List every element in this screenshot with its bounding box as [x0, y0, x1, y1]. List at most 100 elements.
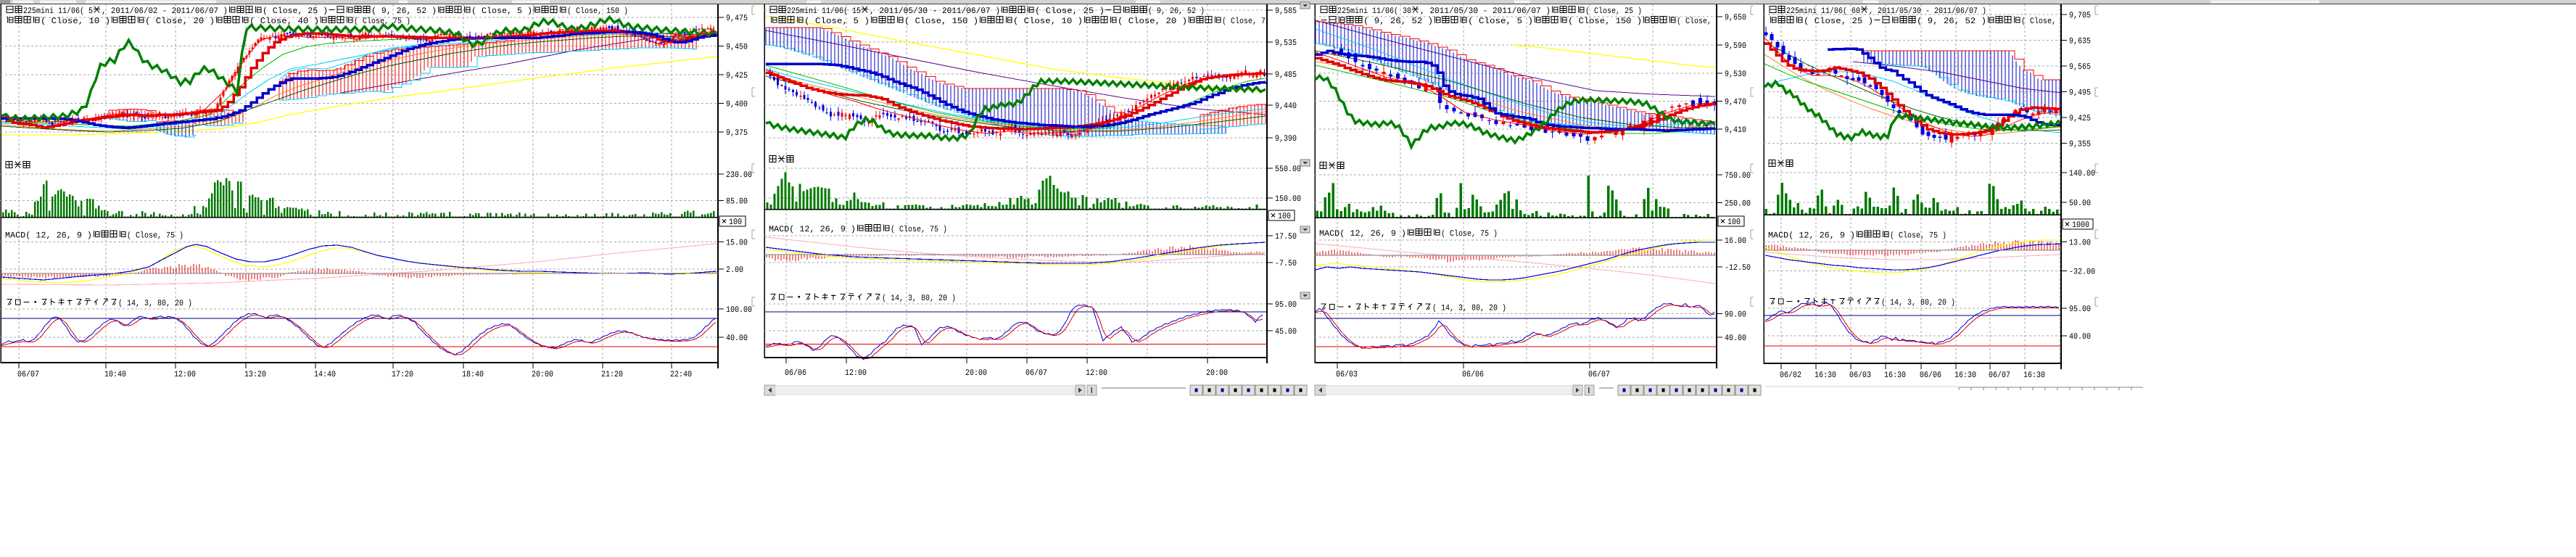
svg-text:06/07: 06/07 — [1025, 368, 1047, 378]
svg-text:( 9, 26, 52 ): ( 9, 26, 52 ) — [371, 7, 437, 16]
svg-text:1000: 1000 — [2072, 220, 2089, 230]
svg-text:( 9, 26, 52 ): ( 9, 26, 52 ) — [1917, 17, 1986, 26]
svg-text:( Close, 5 ): ( Close, 5 ) — [471, 7, 532, 16]
svg-text:230.00: 230.00 — [726, 170, 752, 180]
svg-text:06/07: 06/07 — [1588, 370, 1610, 379]
svg-text:16:30: 16:30 — [1815, 371, 1836, 380]
svg-text:20:00: 20:00 — [965, 368, 987, 378]
svg-text:( Close, 150 ): ( Close, 150 ) — [904, 17, 978, 26]
svg-text:, 2011/05/30 - 2011/06/07 ): , 2011/05/30 - 2011/06/07 ) — [1420, 7, 1551, 16]
svg-text:13.00: 13.00 — [2069, 239, 2091, 248]
svg-text:20:00: 20:00 — [1206, 368, 1228, 378]
svg-text:( Close, 7: ( Close, 7 — [1222, 17, 1266, 26]
svg-text:100: 100 — [1727, 218, 1741, 227]
svg-text:9,530: 9,530 — [1725, 70, 1746, 79]
svg-text:( Close, 75 ): ( Close, 75 ) — [127, 231, 183, 241]
svg-text:( 14, 3, 80, 20 ): ( 14, 3, 80, 20 ) — [1432, 304, 1506, 313]
svg-text:150.00: 150.00 — [1275, 194, 1301, 204]
svg-text:06/06: 06/06 — [1920, 371, 1941, 380]
svg-text:( Close, 150 ): ( Close, 150 ) — [567, 7, 628, 16]
svg-text:90.00: 90.00 — [1725, 310, 1746, 320]
svg-text:85.00: 85.00 — [726, 197, 748, 207]
svg-text:14:40: 14:40 — [314, 370, 336, 379]
svg-text:40.00: 40.00 — [726, 334, 748, 343]
svg-text:9,475: 9,475 — [726, 14, 748, 23]
svg-text:225mini 11/06( 5: 225mini 11/06( 5 — [23, 7, 93, 16]
svg-text:9,390: 9,390 — [1275, 134, 1297, 144]
svg-text:( 14, 3, 80, 20 ): ( 14, 3, 80, 20 ) — [118, 299, 192, 308]
svg-text:550.00: 550.00 — [1275, 165, 1301, 174]
svg-text:18:40: 18:40 — [462, 370, 484, 379]
svg-text:( Close, 25 ): ( Close, 25 ) — [1585, 7, 1642, 16]
svg-text:10:40: 10:40 — [104, 370, 126, 379]
svg-text:( 9, 26, 52 ): ( 9, 26, 52 ) — [1363, 17, 1433, 26]
svg-text:( Close, 20 ): ( Close, 20 ) — [145, 17, 215, 26]
svg-text:50.00: 50.00 — [2069, 199, 2091, 208]
svg-text:06/02: 06/02 — [1780, 371, 1801, 380]
svg-text:9,650: 9,650 — [1725, 13, 1746, 22]
svg-text:21:20: 21:20 — [601, 370, 623, 379]
svg-text:9,410: 9,410 — [1725, 125, 1746, 135]
svg-text:40.00: 40.00 — [1725, 334, 1746, 343]
svg-text:16.00: 16.00 — [1725, 236, 1746, 246]
svg-text:06/03: 06/03 — [1336, 370, 1358, 379]
svg-text:( 14, 3, 80, 20 ): ( 14, 3, 80, 20 ) — [882, 294, 956, 303]
svg-text:( Close, 10 ): ( Close, 10 ) — [1013, 17, 1083, 26]
svg-text:( Close, 75 ): ( Close, 75 ) — [891, 225, 947, 234]
svg-text:20:00: 20:00 — [532, 370, 553, 379]
svg-text:225mini 11/06( 30: 225mini 11/06( 30 — [1337, 7, 1411, 16]
svg-text:-12.50: -12.50 — [1725, 263, 1751, 273]
svg-text:9,400: 9,400 — [726, 100, 748, 110]
svg-text:-7.50: -7.50 — [1275, 259, 1297, 268]
svg-text:225mini 11/06( 60: 225mini 11/06( 60 — [1786, 7, 1860, 16]
svg-text:100: 100 — [1278, 212, 1291, 221]
svg-text:100: 100 — [729, 218, 742, 227]
svg-text:13:20: 13:20 — [244, 370, 266, 379]
svg-text:100.00: 100.00 — [726, 305, 752, 315]
svg-text:06/06: 06/06 — [1462, 370, 1484, 379]
svg-text:16:30: 16:30 — [1884, 371, 1906, 380]
svg-text:06/03: 06/03 — [1849, 371, 1871, 380]
svg-text:( Close, 75 ): ( Close, 75 ) — [354, 17, 410, 26]
svg-text:MACD( 12, 26, 9 ): MACD( 12, 26, 9 ) — [5, 231, 92, 241]
svg-text:9,635: 9,635 — [2069, 37, 2091, 46]
svg-text:, 2011/05/30 - 2011/06/07 ): , 2011/05/30 - 2011/06/07 ) — [870, 7, 1000, 16]
svg-text:( 14, 3, 80, 20 ): ( 14, 3, 80, 20 ) — [1881, 298, 1955, 308]
svg-text:16:30: 16:30 — [1954, 371, 1976, 380]
svg-text:140.00: 140.00 — [2069, 169, 2095, 178]
svg-text:, 2011/06/02 - 2011/06/07 ): , 2011/06/02 - 2011/06/07 ) — [102, 7, 228, 16]
svg-text:( Close, 5 ): ( Close, 5 ) — [804, 17, 870, 26]
svg-text:( Close, 25 ): ( Close, 25 ) — [1804, 17, 1873, 26]
svg-text:( Close, 150 ): ( Close, 150 ) — [1568, 17, 1642, 26]
svg-text:( Close, 5 ): ( Close, 5 ) — [1468, 17, 1533, 26]
svg-text:9,705: 9,705 — [2069, 11, 2091, 20]
svg-text:9,425: 9,425 — [2069, 114, 2091, 123]
svg-text:MACD( 12, 26, 9 ): MACD( 12, 26, 9 ) — [1319, 229, 1406, 239]
svg-text:06/07: 06/07 — [17, 370, 39, 379]
svg-text:06/06: 06/06 — [785, 368, 806, 378]
svg-text:2.00: 2.00 — [726, 265, 743, 275]
svg-text:250.00: 250.00 — [1725, 199, 1751, 209]
svg-text:9,495: 9,495 — [2069, 88, 2091, 98]
svg-text:( Close,: ( Close, — [1677, 17, 1712, 26]
svg-text:16:30: 16:30 — [2023, 371, 2045, 380]
svg-text:9,375: 9,375 — [726, 128, 748, 138]
svg-text:( Close, 25 ): ( Close, 25 ) — [263, 7, 328, 16]
svg-text:MACD( 12, 26, 9 ): MACD( 12, 26, 9 ) — [1768, 231, 1855, 241]
svg-text:( Close, 25 ): ( Close, 25 ) — [1035, 7, 1105, 16]
svg-text:225mini 11/06( 15: 225mini 11/06( 15 — [787, 7, 861, 16]
svg-text:45.00: 45.00 — [1275, 327, 1297, 337]
svg-text:95.00: 95.00 — [2069, 305, 2091, 314]
svg-text:9,590: 9,590 — [1725, 41, 1746, 51]
svg-text:12:00: 12:00 — [1086, 368, 1107, 378]
svg-text:( Close, 75 ): ( Close, 75 ) — [1890, 231, 1947, 241]
svg-text:9,355: 9,355 — [2069, 140, 2091, 149]
svg-text:750.00: 750.00 — [1725, 171, 1751, 181]
svg-text:( Close, 40 ): ( Close, 40 ) — [249, 17, 319, 26]
svg-text:9,485: 9,485 — [1275, 70, 1297, 80]
svg-text:9,565: 9,565 — [2069, 62, 2091, 72]
svg-text:9,425: 9,425 — [726, 71, 748, 81]
svg-text:40.00: 40.00 — [2069, 332, 2091, 342]
svg-text:9,535: 9,535 — [1275, 38, 1297, 48]
svg-text:15.00: 15.00 — [726, 239, 748, 248]
